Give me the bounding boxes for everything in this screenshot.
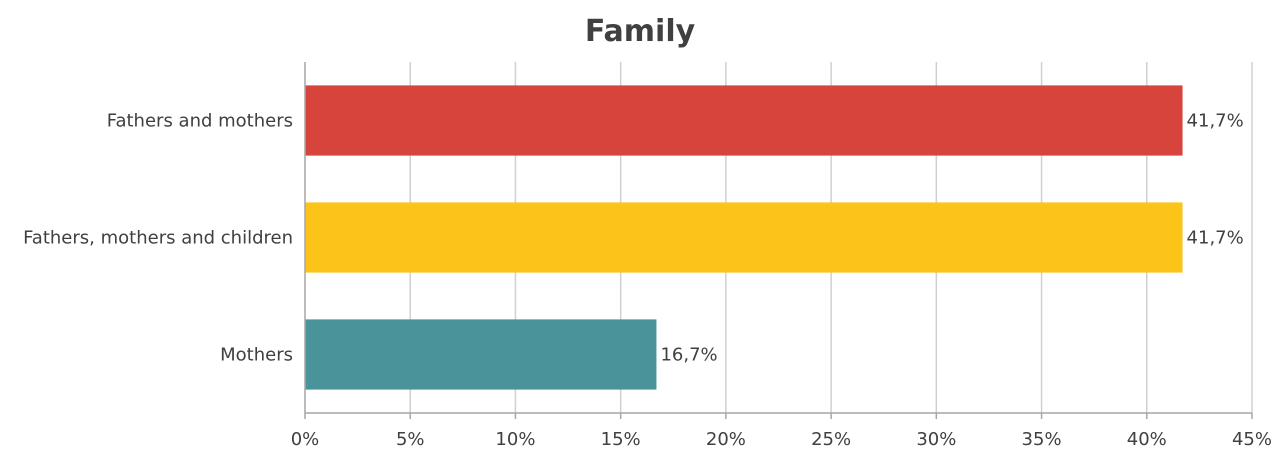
- x-tick-label: 20%: [706, 429, 746, 450]
- x-tick-label: 25%: [811, 429, 851, 450]
- data-label: 41,7%: [1187, 111, 1244, 132]
- x-tick-label: 5%: [396, 429, 425, 450]
- category-label: Fathers and mothers: [107, 111, 293, 132]
- x-tick-label: 0%: [291, 429, 320, 450]
- category-label: Mothers: [220, 345, 293, 366]
- data-label: 41,7%: [1187, 228, 1244, 249]
- x-tick-label: 15%: [601, 429, 641, 450]
- x-tick-label: 35%: [1022, 429, 1062, 450]
- bar: [305, 85, 1183, 156]
- chart-title: Family: [584, 14, 696, 49]
- bar: [305, 319, 657, 390]
- category-label: Fathers, mothers and children: [23, 228, 293, 249]
- x-tick-label: 10%: [495, 429, 535, 450]
- data-label: 16,7%: [660, 345, 717, 366]
- bar: [305, 202, 1183, 273]
- x-tick-label: 40%: [1127, 429, 1167, 450]
- x-tick-label: 30%: [916, 429, 956, 450]
- x-tick-label: 45%: [1232, 429, 1272, 450]
